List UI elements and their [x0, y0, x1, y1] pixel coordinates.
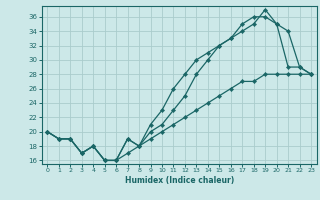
- X-axis label: Humidex (Indice chaleur): Humidex (Indice chaleur): [124, 176, 234, 185]
